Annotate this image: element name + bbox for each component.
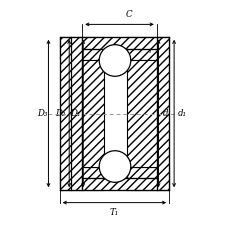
Text: r: r [147,47,151,55]
Polygon shape [60,37,82,190]
Polygon shape [60,37,103,60]
Polygon shape [82,37,156,49]
Polygon shape [82,60,103,167]
Text: D₁: D₁ [69,109,80,118]
Text: C: C [125,10,131,20]
Polygon shape [60,167,103,190]
Circle shape [99,151,130,182]
Text: T₁: T₁ [109,207,119,217]
Circle shape [99,45,130,76]
Polygon shape [127,37,168,60]
Text: d: d [162,109,167,118]
Polygon shape [82,178,156,190]
Text: d₁: d₁ [177,109,186,118]
Polygon shape [127,60,156,167]
Polygon shape [156,37,168,190]
Polygon shape [127,167,168,190]
Text: D₃: D₃ [37,109,47,118]
Text: D₂: D₂ [55,109,65,118]
Text: r: r [87,40,90,48]
